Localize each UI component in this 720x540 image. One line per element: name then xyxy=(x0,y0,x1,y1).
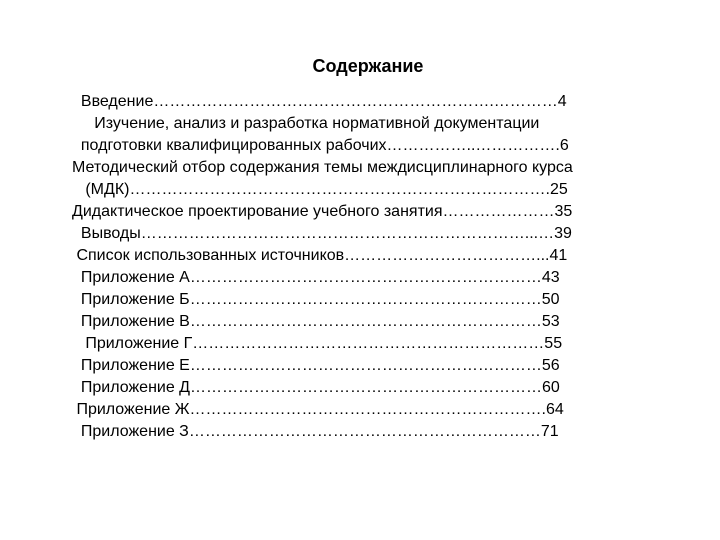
toc-entry-label: Дидактическое проектирование учебного за… xyxy=(72,203,443,220)
toc-entry: Методический отбор содержания темы межди… xyxy=(72,157,664,179)
toc-entry: Приложение З…………………………………………………………71 xyxy=(72,421,664,443)
toc-entry-tail: ... xyxy=(536,247,549,264)
toc-entry: Приложение Д…………………………………………………………60 xyxy=(72,377,664,399)
toc-entry-page: 25 xyxy=(550,181,568,198)
toc-entry: Приложение В…………………………………………………………53 xyxy=(72,311,664,333)
toc-entry-label: Приложение Г xyxy=(72,335,192,352)
toc-entry-page: 35 xyxy=(555,203,573,220)
toc-entry-leader: ………………………………………………………… xyxy=(192,335,544,352)
toc-entry-leader: ………………………………………………………… xyxy=(190,313,542,330)
toc-entry-leader: ………………………………………………………… xyxy=(189,423,541,440)
toc-entry-leader: ……………………………………………………………… xyxy=(141,225,525,242)
toc-entry-page: 39 xyxy=(554,225,572,242)
toc-entry-label: (МДК) xyxy=(72,181,129,198)
toc-entry-label: Выводы xyxy=(72,225,141,242)
toc-entry-page: 4 xyxy=(558,93,567,110)
toc-entry-leader: ……………………………… xyxy=(344,247,536,264)
toc-entry-page: 56 xyxy=(542,357,560,374)
toc-entry-label: Приложение Д xyxy=(72,379,190,396)
toc-entry: Выводы………………………………………………………………...…39 xyxy=(72,223,664,245)
toc-entry: Приложение Б…………………………………………………………50 xyxy=(72,289,664,311)
toc-entry-label: Методический отбор содержания темы межди… xyxy=(72,159,573,176)
toc-entry-page: 64 xyxy=(546,401,564,418)
toc-entry-label: подготовки квалифицированных рабочих xyxy=(72,137,387,154)
toc-entry-leader: ………………………………………………………… xyxy=(190,357,542,374)
toc-entry-label: Приложение З xyxy=(72,423,189,440)
toc-entry-leader: …………….. xyxy=(387,137,476,154)
toc-entry-page: 53 xyxy=(542,313,560,330)
toc-entry-leader: ………………………………………………………. xyxy=(153,93,493,110)
toc-body: Введение……………………………………………………….…………4 Изуч… xyxy=(72,91,664,443)
toc-title: Содержание xyxy=(72,56,664,77)
toc-entry-leader: …………………………………………………………. xyxy=(190,401,546,418)
toc-entry-tail: ………… xyxy=(494,93,558,110)
toc-entry: Список использованных источников……………………… xyxy=(72,245,664,267)
toc-entry-label: Приложение Е xyxy=(72,357,190,374)
toc-page: Содержание Введение………………………………………………………… xyxy=(0,0,720,540)
toc-entry-leader: ………………………………………………………… xyxy=(190,269,542,286)
toc-entry: Дидактическое проектирование учебного за… xyxy=(72,201,664,223)
toc-entry-label: Введение xyxy=(72,93,153,110)
toc-entry: Приложение Е…………………………………………………………56 xyxy=(72,355,664,377)
toc-entry-tail: ……………. xyxy=(475,137,559,154)
toc-entry-page: 6 xyxy=(560,137,569,154)
toc-entry-page: 55 xyxy=(544,335,562,352)
toc-entry: (МДК)…………………………………………………………………….25 xyxy=(72,179,664,201)
toc-entry-page: 71 xyxy=(541,423,559,440)
toc-entry: подготовки квалифицированных рабочих…………… xyxy=(72,135,664,157)
toc-entry: Приложение А…………………………………………………………43 xyxy=(72,267,664,289)
toc-entry-page: 60 xyxy=(542,379,560,396)
toc-entry: Приложение Ж………………………………………………………….64 xyxy=(72,399,664,421)
toc-entry: Изучение, анализ и разработка нормативно… xyxy=(72,113,664,135)
toc-entry-leader: ………………………………………………………… xyxy=(190,379,542,396)
toc-entry-leader: ……………………………………………………………………. xyxy=(129,181,549,198)
toc-entry-tail: ...… xyxy=(525,225,554,242)
toc-entry-label: Список использованных источников xyxy=(72,247,344,264)
toc-entry-page: 41 xyxy=(550,247,568,264)
toc-entry-label: Приложение В xyxy=(72,313,190,330)
toc-entry: Приложение Г…………………………………………………………55 xyxy=(72,333,664,355)
toc-entry: Введение……………………………………………………….…………4 xyxy=(72,91,664,113)
toc-entry-page: 50 xyxy=(542,291,560,308)
toc-entry-leader: ………………………………………………………… xyxy=(190,291,542,308)
toc-entry-label: Приложение А xyxy=(72,269,190,286)
toc-entry-page: 43 xyxy=(542,269,560,286)
toc-entry-label: Изучение, анализ и разработка нормативно… xyxy=(72,115,539,132)
toc-entry-label: Приложение Б xyxy=(72,291,190,308)
toc-entry-leader: ………………… xyxy=(443,203,555,220)
toc-entry-label: Приложение Ж xyxy=(72,401,190,418)
